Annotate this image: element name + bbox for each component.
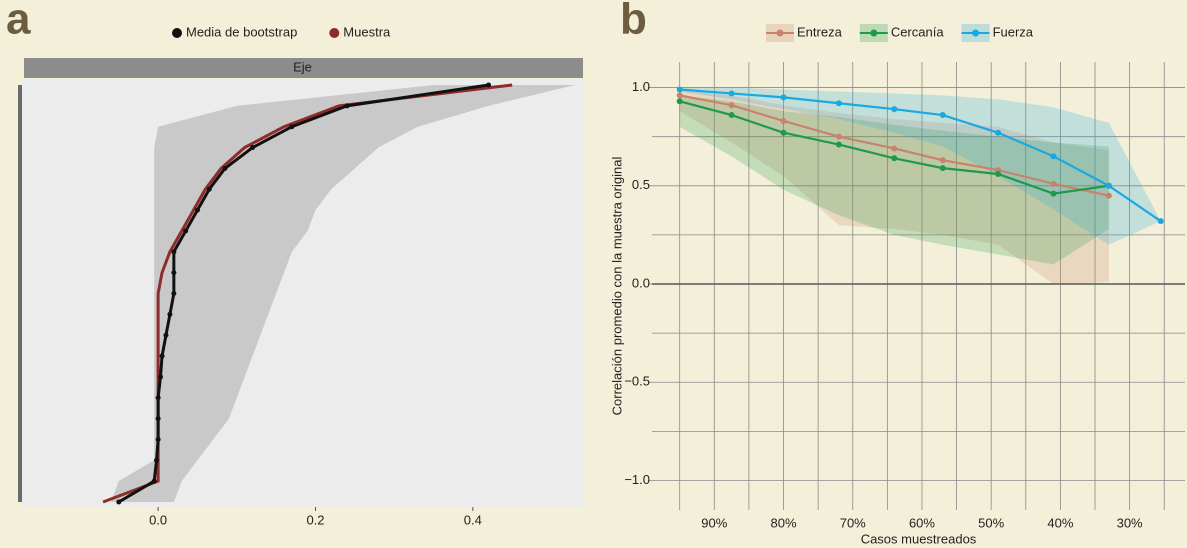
panel-label: a [6, 0, 31, 44]
x-tick-label: 0.0 [149, 512, 167, 527]
x-tick-label: 60% [909, 515, 935, 530]
point [1050, 180, 1057, 187]
point [155, 436, 161, 442]
point [835, 141, 842, 148]
x-tick-label: 90% [701, 515, 727, 530]
point [206, 186, 212, 192]
point [939, 165, 946, 172]
confidence-band [679, 95, 1109, 265]
point [780, 94, 787, 101]
y-axis-bar [18, 85, 22, 502]
point [835, 100, 842, 107]
x-tick-label: 70% [840, 515, 866, 530]
x-tick-label: 0.2 [306, 512, 324, 527]
y-tick-label: 1.0 [632, 79, 650, 94]
point [676, 92, 683, 99]
point [728, 102, 735, 109]
y-tick-label: −1.0 [624, 472, 650, 487]
point [891, 106, 898, 113]
point [1105, 182, 1112, 189]
legend-label: Entreza [797, 24, 843, 39]
point [155, 416, 161, 422]
point [728, 90, 735, 97]
point [163, 332, 169, 338]
strip-label: Eje [293, 59, 312, 74]
x-tick-label: 30% [1117, 515, 1143, 530]
point [995, 129, 1002, 136]
y-axis-label: Correlación promedio con la muestra orig… [609, 157, 624, 416]
point [171, 270, 177, 276]
legend-symbol [870, 29, 878, 37]
point [183, 228, 189, 234]
y-tick-label: 0.5 [632, 177, 650, 192]
point [939, 112, 946, 119]
point [155, 395, 161, 401]
point [171, 291, 177, 296]
point [157, 374, 163, 380]
point [891, 145, 898, 152]
x-axis-label: Casos muestreados [861, 531, 977, 546]
point [171, 249, 177, 255]
legend-symbol [329, 28, 340, 38]
point [1157, 218, 1164, 225]
point [194, 207, 200, 213]
point [891, 155, 898, 162]
x-tick-label: 40% [1047, 515, 1073, 530]
legend-symbol [972, 29, 980, 37]
point [676, 98, 683, 105]
x-tick-label: 0.4 [464, 512, 482, 527]
legend-label: Muestra [343, 24, 391, 39]
point [1050, 153, 1057, 160]
y-tick-label: 0.0 [632, 275, 650, 290]
point [250, 145, 256, 151]
point [676, 86, 683, 93]
point [159, 353, 165, 359]
confidence-band [679, 87, 1161, 245]
point [486, 82, 492, 88]
point [1105, 192, 1112, 199]
point [344, 103, 350, 109]
point [780, 129, 787, 136]
point [939, 157, 946, 164]
point [780, 117, 787, 124]
point [835, 133, 842, 140]
legend-symbol [776, 29, 784, 37]
legend-symbol [172, 28, 182, 38]
strip [24, 58, 583, 78]
point [222, 165, 228, 171]
legend-label: Cercanía [891, 24, 945, 39]
y-tick-label: −0.5 [624, 374, 650, 389]
legend-label: Media de bootstrap [186, 24, 297, 39]
point [151, 478, 157, 484]
series-line [679, 88, 1162, 223]
x-tick-label: 80% [771, 515, 797, 530]
point [728, 112, 735, 119]
point [995, 171, 1002, 177]
point [289, 124, 295, 130]
point [1050, 190, 1057, 197]
point [167, 311, 173, 317]
confidence-band [679, 89, 1109, 285]
bootstrap-band [110, 85, 576, 502]
panel-label: b [620, 0, 647, 44]
x-tick-label: 50% [978, 515, 1004, 530]
legend-label: Fuerza [993, 24, 1034, 39]
point [116, 499, 122, 505]
point [154, 457, 160, 463]
